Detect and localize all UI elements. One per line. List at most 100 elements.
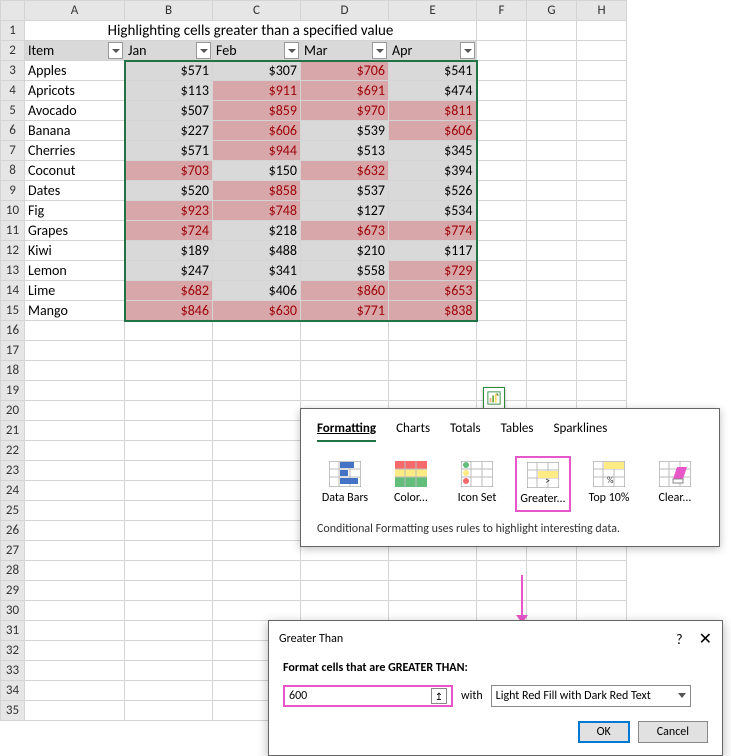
data-cell[interactable]: $210 [301, 241, 389, 261]
row-header-7[interactable]: 7 [1, 141, 25, 161]
empty-cell[interactable] [389, 381, 477, 401]
empty-cell[interactable] [125, 541, 213, 561]
empty-cell[interactable] [477, 101, 527, 121]
help-icon[interactable]: ? [676, 631, 683, 648]
data-cell[interactable]: $113 [125, 81, 213, 101]
empty-cell[interactable] [213, 581, 301, 601]
quick-analysis-button[interactable] [483, 387, 505, 409]
row-header-23[interactable]: 23 [1, 461, 25, 481]
qa-item-databars[interactable]: Data Bars [317, 456, 373, 512]
threshold-input[interactable]: 600↥ [283, 685, 453, 707]
item-name[interactable]: Kiwi [25, 241, 125, 261]
empty-cell[interactable] [389, 561, 477, 581]
empty-cell[interactable] [577, 241, 627, 261]
empty-cell[interactable] [389, 361, 477, 381]
data-cell[interactable]: $571 [125, 141, 213, 161]
empty-cell[interactable] [389, 321, 477, 341]
data-cell[interactable]: $539 [301, 121, 389, 141]
data-cell[interactable]: $706 [301, 61, 389, 81]
empty-cell[interactable] [301, 341, 389, 361]
empty-cell[interactable] [213, 381, 301, 401]
empty-cell[interactable] [125, 661, 213, 681]
row-header-12[interactable]: 12 [1, 241, 25, 261]
table-header[interactable]: Apr [389, 41, 477, 61]
empty-cell[interactable] [577, 361, 627, 381]
empty-cell[interactable] [527, 341, 577, 361]
data-cell[interactable]: $537 [301, 181, 389, 201]
filter-button[interactable] [196, 42, 211, 59]
select-all-corner[interactable] [1, 1, 25, 21]
empty-cell[interactable] [125, 701, 213, 721]
empty-cell[interactable] [125, 321, 213, 341]
col-header-D[interactable]: D [301, 1, 389, 21]
empty-cell[interactable] [577, 261, 627, 281]
data-cell[interactable]: $218 [213, 221, 301, 241]
data-cell[interactable]: $729 [389, 261, 477, 281]
empty-cell[interactable] [527, 121, 577, 141]
empty-cell[interactable] [527, 581, 577, 601]
empty-cell[interactable] [125, 481, 213, 501]
empty-cell[interactable] [125, 561, 213, 581]
row-header-10[interactable]: 10 [1, 201, 25, 221]
data-cell[interactable]: $507 [125, 101, 213, 121]
empty-cell[interactable] [301, 601, 389, 621]
data-cell[interactable]: $944 [213, 141, 301, 161]
row-header-33[interactable]: 33 [1, 661, 25, 681]
empty-cell[interactable] [125, 621, 213, 641]
empty-cell[interactable] [213, 361, 301, 381]
empty-cell[interactable] [527, 21, 577, 41]
row-header-20[interactable]: 20 [1, 401, 25, 421]
empty-cell[interactable] [125, 361, 213, 381]
empty-cell[interactable] [577, 21, 627, 41]
empty-cell[interactable] [477, 361, 527, 381]
row-header-32[interactable]: 32 [1, 641, 25, 661]
empty-cell[interactable] [477, 321, 527, 341]
empty-cell[interactable] [125, 421, 213, 441]
row-header-3[interactable]: 3 [1, 61, 25, 81]
empty-cell[interactable] [577, 581, 627, 601]
empty-cell[interactable] [125, 581, 213, 601]
empty-cell[interactable] [527, 141, 577, 161]
item-name[interactable]: Grapes [25, 221, 125, 241]
data-cell[interactable]: $859 [213, 101, 301, 121]
item-name[interactable]: Coconut [25, 161, 125, 181]
empty-cell[interactable] [25, 381, 125, 401]
data-cell[interactable]: $227 [125, 121, 213, 141]
empty-cell[interactable] [477, 301, 527, 321]
empty-cell[interactable] [527, 181, 577, 201]
data-cell[interactable]: $606 [389, 121, 477, 141]
row-header-28[interactable]: 28 [1, 561, 25, 581]
data-cell[interactable]: $838 [389, 301, 477, 321]
empty-cell[interactable] [527, 601, 577, 621]
empty-cell[interactable] [125, 341, 213, 361]
data-cell[interactable]: $911 [213, 81, 301, 101]
row-header-11[interactable]: 11 [1, 221, 25, 241]
empty-cell[interactable] [577, 221, 627, 241]
empty-cell[interactable] [577, 121, 627, 141]
data-cell[interactable]: $774 [389, 221, 477, 241]
qa-item-top10[interactable]: %Top 10% [581, 456, 637, 512]
empty-cell[interactable] [477, 161, 527, 181]
close-icon[interactable]: ✕ [699, 629, 712, 649]
col-header-G[interactable]: G [527, 1, 577, 21]
empty-cell[interactable] [25, 341, 125, 361]
data-cell[interactable]: $341 [213, 261, 301, 281]
data-cell[interactable]: $534 [389, 201, 477, 221]
empty-cell[interactable] [25, 441, 125, 461]
row-header-13[interactable]: 13 [1, 261, 25, 281]
data-cell[interactable]: $541 [389, 61, 477, 81]
data-cell[interactable]: $117 [389, 241, 477, 261]
empty-cell[interactable] [213, 401, 301, 421]
row-header-30[interactable]: 30 [1, 601, 25, 621]
empty-cell[interactable] [213, 561, 301, 581]
empty-cell[interactable] [213, 341, 301, 361]
format-dropdown[interactable]: Light Red Fill with Dark Red Text [491, 685, 691, 707]
data-cell[interactable]: $748 [213, 201, 301, 221]
data-cell[interactable]: $307 [213, 61, 301, 81]
data-cell[interactable]: $513 [301, 141, 389, 161]
empty-cell[interactable] [125, 461, 213, 481]
empty-cell[interactable] [577, 301, 627, 321]
empty-cell[interactable] [577, 101, 627, 121]
item-name[interactable]: Avocado [25, 101, 125, 121]
col-header-B[interactable]: B [125, 1, 213, 21]
